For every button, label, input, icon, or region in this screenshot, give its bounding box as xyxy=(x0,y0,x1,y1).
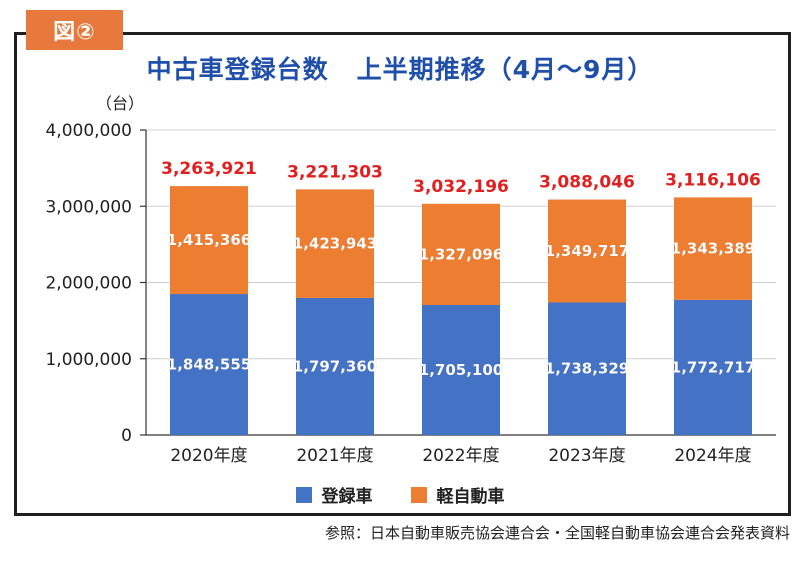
bar-kei xyxy=(170,186,248,295)
data-label-kei: 1,423,943 xyxy=(293,235,377,253)
y-tick-label: 1,000,000 xyxy=(45,350,132,370)
legend-swatch-kei xyxy=(410,486,427,503)
y-tick-label: 3,000,000 xyxy=(45,197,132,217)
data-label-registered: 1,738,329 xyxy=(545,360,629,378)
y-tick-label: 4,000,000 xyxy=(45,121,132,141)
data-label-registered: 1,848,555 xyxy=(167,356,251,374)
bar-kei xyxy=(674,197,752,300)
y-tick-label: 2,000,000 xyxy=(45,274,132,294)
legend-label-kei: 軽自動車 xyxy=(436,487,505,507)
legend-swatch-registered xyxy=(295,486,312,503)
x-tick-label: 2020年度 xyxy=(170,446,247,466)
data-label-kei: 1,327,096 xyxy=(419,245,503,263)
legend-label-registered: 登録車 xyxy=(321,487,373,507)
legend-item-registered: 登録車 xyxy=(295,482,373,507)
x-tick-label: 2024年度 xyxy=(674,446,751,466)
data-label-kei: 1,349,717 xyxy=(545,242,629,260)
x-tick-label: 2023年度 xyxy=(548,446,625,466)
x-tick-label: 2022年度 xyxy=(422,446,499,466)
bar-registered xyxy=(548,302,626,435)
data-label-kei: 1,343,389 xyxy=(671,240,755,258)
source-note: 参照：日本自動車販売協会連合会・全国軽自動車協会連合会発表資料 xyxy=(324,524,790,542)
bar-registered xyxy=(422,304,500,435)
legend: 登録車 軽自動車 xyxy=(0,482,800,507)
y-tick-label: 0 xyxy=(121,426,132,446)
data-label-total: 3,263,921 xyxy=(161,159,257,179)
x-tick-label: 2021年度 xyxy=(296,446,373,466)
data-label-total: 3,221,303 xyxy=(287,162,383,182)
data-label-kei: 1,415,366 xyxy=(167,231,251,249)
data-label-total: 3,032,196 xyxy=(413,177,509,197)
y-axis-unit: （台） xyxy=(96,94,145,113)
data-label-total: 3,088,046 xyxy=(539,173,635,193)
bar-registered xyxy=(674,299,752,435)
chart-title-sub: 上半期推移（4月〜9月） xyxy=(356,55,654,84)
figure-badge: 図② xyxy=(26,10,123,50)
data-label-registered: 1,797,360 xyxy=(293,357,377,375)
bar-registered xyxy=(296,297,374,435)
data-label-registered: 1,705,100 xyxy=(419,361,503,379)
bar-kei xyxy=(422,203,500,305)
data-label-registered: 1,772,717 xyxy=(671,358,755,376)
chart-title: 中古車登録台数 上半期推移（4月〜9月） xyxy=(0,50,800,86)
bar-kei xyxy=(296,189,374,298)
legend-item-kei: 軽自動車 xyxy=(410,482,505,507)
chart-title-main: 中古車登録台数 xyxy=(146,55,329,84)
data-label-total: 3,116,106 xyxy=(665,170,761,190)
stacked-bar-chart: 0 1,000,000 2,000,000 3,000,000 4,000,000 1,8… xyxy=(45,121,776,466)
bar-kei xyxy=(548,199,626,303)
bar-registered xyxy=(170,294,248,435)
